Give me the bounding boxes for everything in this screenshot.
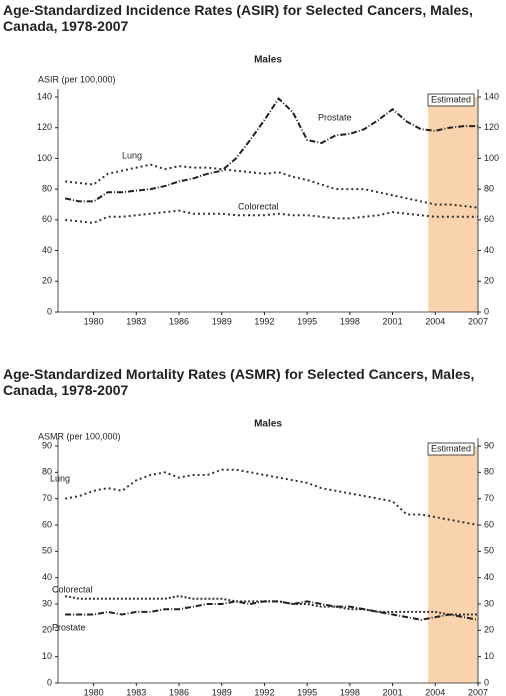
subtitle: Males [254,419,282,430]
y2-tick-label: 80 [484,467,494,477]
y2-tick-label: 70 [484,493,494,503]
y-tick-label: 60 [42,214,52,224]
x-tick-label: 1992 [254,687,274,696]
estimated-box [427,442,475,456]
y2-tick-label: 0 [484,677,489,687]
chart-title: Age-Standardized Mortality Rates (ASMR) … [3,366,475,398]
y-tick-label: 20 [42,276,52,286]
y2-tick-label: 90 [484,440,494,450]
x-tick-label: 1980 [84,687,104,696]
x-tick-label: 2007 [468,687,488,696]
series-label: Colorectal [238,201,279,211]
x-tick-label: 2004 [425,687,445,696]
y-tick-label: 20 [42,625,52,635]
y-axis-label: ASMR (per 100,000) [38,431,121,441]
y2-tick-label: 140 [484,91,499,101]
series-line [65,600,479,621]
series-label: Lung [50,473,70,483]
y2-tick-label: 120 [484,122,499,132]
y2-tick-label: 80 [484,184,494,194]
y-tick-label: 0 [47,677,52,687]
y-tick-label: 10 [42,651,52,661]
y2-tick-label: 20 [484,276,494,286]
y2-tick-label: 60 [484,519,494,529]
y-tick-label: 60 [42,519,52,529]
series-label: Colorectal [52,584,93,594]
estimated-label: Estimated [431,443,471,453]
y2-tick-label: 10 [484,651,494,661]
estimated-label: Estimated [431,94,471,104]
estimated-box [427,93,475,107]
y-tick-label: 30 [42,598,52,608]
x-tick-label: 2007 [468,316,488,326]
y-tick-label: 90 [42,440,52,450]
y-tick-label: 50 [42,546,52,556]
y-tick-label: 80 [42,467,52,477]
series-label: Lung [122,150,142,160]
x-tick-label: 1989 [212,316,232,326]
estimated-region [428,446,478,683]
x-tick-label: 1986 [169,316,189,326]
y2-tick-label: 60 [484,214,494,224]
series-line [64,468,479,526]
x-tick-label: 1995 [297,687,317,696]
y-tick-label: 40 [42,572,52,582]
x-tick-label: 1983 [126,687,146,696]
y2-tick-label: 100 [484,153,499,163]
y-tick-label: 40 [42,245,52,255]
x-tick-label: 1980 [84,316,104,326]
series-label: Prostate [318,112,352,122]
x-tick-label: 2001 [383,687,403,696]
series-line [64,96,478,203]
y-tick-label: 120 [37,122,52,132]
y2-tick-label: 50 [484,546,494,556]
x-tick-label: 1998 [340,316,360,326]
y-tick-label: 0 [47,306,52,316]
y-tick-label: 140 [37,91,52,101]
x-tick-label: 1986 [169,687,189,696]
y2-tick-label: 0 [484,306,489,316]
subtitle: Males [254,55,282,66]
x-tick-label: 1995 [297,316,317,326]
y2-tick-label: 40 [484,572,494,582]
x-tick-label: 2001 [383,316,403,326]
y-tick-label: 80 [42,184,52,194]
x-tick-label: 1983 [126,316,146,326]
series-line [64,595,478,616]
x-tick-label: 1992 [254,316,274,326]
x-tick-label: 2004 [425,316,445,326]
y2-tick-label: 40 [484,245,494,255]
y2-tick-label: 20 [484,625,494,635]
y-tick-label: 70 [42,493,52,503]
y2-tick-label: 30 [484,598,494,608]
series-label: Prostate [52,622,86,632]
y-axis-label: ASIR (per 100,000) [38,74,116,84]
chart-title: Age-Standardized Incidence Rates (ASIR) … [3,2,473,34]
y-tick-label: 100 [37,153,52,163]
x-tick-label: 1998 [340,687,360,696]
x-tick-label: 1989 [212,687,232,696]
series-line [65,209,478,224]
